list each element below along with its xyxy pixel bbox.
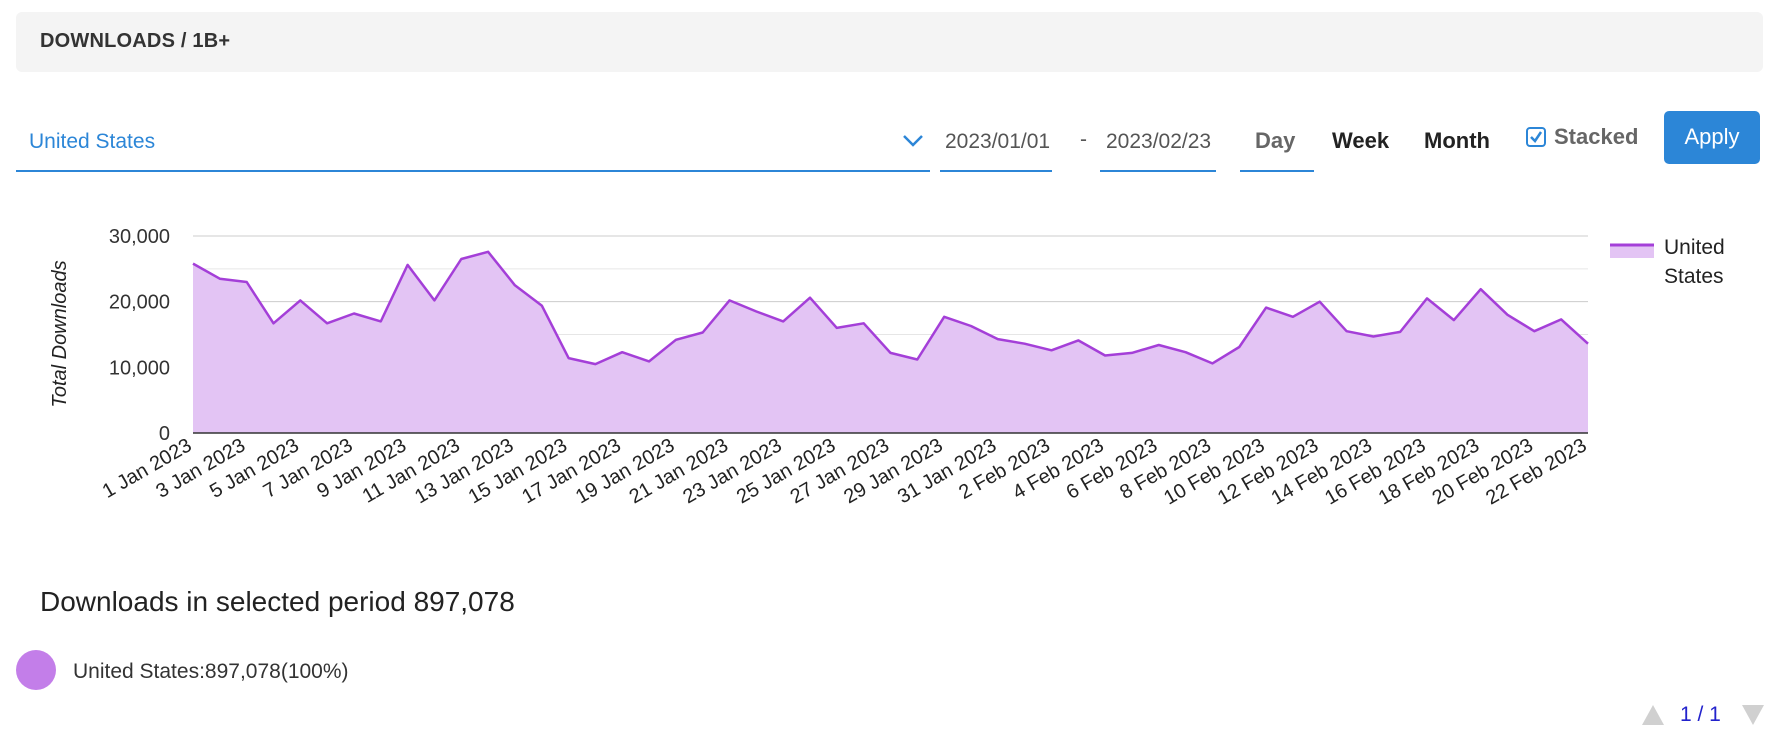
- range-week-button[interactable]: Week: [1320, 114, 1400, 170]
- chevron-down-icon: [903, 135, 923, 147]
- breakdown-value: 897,078(100%): [204, 660, 349, 683]
- period-summary: Downloads in selected period 897,078: [40, 586, 515, 618]
- summary-total: 897,078: [413, 586, 515, 617]
- y-tick-labels: 0 10,000 20,000 30,000: [109, 226, 170, 445]
- triangle-down-icon[interactable]: [1740, 702, 1766, 728]
- breakdown-text: United States:897,078(100%): [73, 660, 349, 683]
- apply-button[interactable]: Apply: [1664, 111, 1760, 164]
- date-to-value: 2023/02/23: [1106, 130, 1212, 153]
- summary-label: Downloads in selected period: [40, 586, 406, 617]
- checkbox-checked-icon: [1526, 127, 1546, 147]
- header-bar: DOWNLOADS / 1B+: [16, 12, 1763, 72]
- range-day-button[interactable]: Day: [1240, 114, 1314, 172]
- date-from-value: 2023/01/01: [945, 130, 1051, 153]
- y-tick-label: 10,000: [109, 357, 170, 379]
- legend-swatch: [1610, 244, 1654, 258]
- triangle-up-icon[interactable]: [1640, 702, 1666, 728]
- breakdown-country: United States: [73, 660, 200, 683]
- range-week-label: Week: [1332, 128, 1390, 153]
- date-from-input[interactable]: 2023/01/01: [940, 114, 1052, 172]
- country-select-value: United States: [29, 130, 156, 153]
- series-line-united-states: [192, 250, 1589, 366]
- range-day-label: Day: [1255, 128, 1296, 153]
- y-axis-label: Total Downloads: [49, 260, 71, 407]
- y-tick-label: 20,000: [109, 292, 170, 314]
- date-to-input[interactable]: 2023/02/23: [1100, 114, 1216, 172]
- y-tick-label: 30,000: [109, 226, 170, 248]
- date-separator: -: [1080, 128, 1087, 151]
- page-indicator: 1 / 1: [1680, 703, 1721, 726]
- page-title: DOWNLOADS / 1B+: [40, 30, 231, 52]
- series-color-dot: [16, 650, 56, 690]
- chart-legend[interactable]: United States: [1610, 236, 1725, 288]
- series-area-united-states: [193, 251, 1588, 433]
- range-month-label: Month: [1424, 128, 1490, 153]
- pager: 1 / 1: [1640, 700, 1766, 734]
- country-select[interactable]: United States: [16, 114, 930, 172]
- y-tick-label: 0: [159, 423, 170, 445]
- range-month-button[interactable]: Month: [1410, 114, 1520, 170]
- stacked-label: Stacked: [1554, 124, 1639, 149]
- legend-label: United States: [1664, 236, 1725, 288]
